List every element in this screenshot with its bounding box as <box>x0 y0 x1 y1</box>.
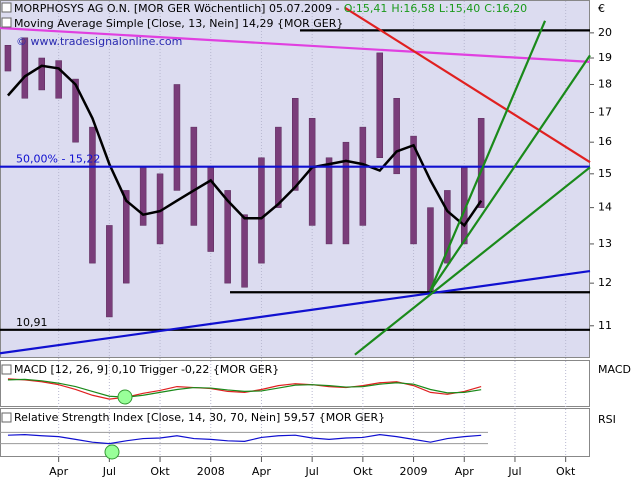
price-bar <box>427 207 434 292</box>
y-tick-label: 19 <box>598 51 612 64</box>
currency: € <box>598 2 605 15</box>
rsi-title: Relative Strength Index [Close, 14, 30, … <box>14 411 385 424</box>
price-bar <box>444 190 451 264</box>
x-tick-label: Jul <box>507 465 521 478</box>
trend-line <box>428 20 547 292</box>
plot-layer: Apr Jul Okt 2008 Apr Jul Okt 2009 Apr Jul Okt 11 12 1… <box>0 1 612 478</box>
trend-line <box>0 269 591 355</box>
trend-line <box>429 54 591 293</box>
signal-marker <box>104 444 120 460</box>
x-tick-label: Apr <box>252 465 272 478</box>
x-tick-label: Okt <box>150 465 170 478</box>
y-tick-label: 17 <box>598 105 612 118</box>
price-bar <box>89 126 96 264</box>
indicator-line <box>7 378 482 398</box>
price-bar <box>122 190 130 284</box>
y-tick-label: 12 <box>598 276 612 289</box>
title-text: MORPHOSYS AG O.N. [MOR GER Wöchentlich] … <box>14 2 340 15</box>
x-tick-label: Okt <box>353 465 373 478</box>
moving-average <box>7 64 483 228</box>
price-bar <box>325 157 333 245</box>
icon <box>1 364 12 375</box>
macd-title: MACD [12, 26, 9] 0,10 Trigger -0,22 {MOR… <box>14 363 279 376</box>
trend-line <box>354 166 591 356</box>
indicator-line <box>7 434 482 445</box>
price-bar <box>224 190 231 284</box>
y-tick-label: 14 <box>598 201 612 214</box>
price-bar <box>72 78 79 143</box>
signal-marker <box>117 389 133 405</box>
price-bar <box>359 126 367 226</box>
price-bar <box>4 45 12 72</box>
trend-line <box>0 26 591 63</box>
ma-legend: Moving Average Simple [Close, 13, Nein] … <box>14 17 343 30</box>
y-tick-label: 18 <box>598 77 612 90</box>
chart-title: MORPHOSYS AG O.N. [MOR GER Wöchentlich] … <box>14 2 527 15</box>
icon <box>1 412 12 423</box>
trend-label: 10,91 <box>16 316 48 329</box>
quote-value: H:16,58 <box>391 2 434 15</box>
x-tick-label: Apr <box>49 465 69 478</box>
x-tick-label: Apr <box>455 465 475 478</box>
macd-axis-label: MACD <box>598 363 631 376</box>
price-bar <box>292 98 299 191</box>
price-bar <box>308 118 316 226</box>
quote-value: C:16,20 <box>484 2 527 15</box>
price-bar <box>477 118 485 208</box>
price-bar <box>376 52 384 158</box>
price-bar <box>241 214 248 288</box>
rsi-axis-label: RSI <box>598 413 616 426</box>
price-bar <box>410 135 417 245</box>
price-bar <box>393 98 400 175</box>
price-bar <box>21 37 29 99</box>
y-tick-label: 11 <box>598 319 612 332</box>
quote-value: O:15,41 <box>344 2 388 15</box>
price-bar <box>342 141 350 245</box>
x-tick-label: Jul <box>305 465 319 478</box>
y-tick-label: 13 <box>598 237 612 250</box>
y-tick-label: 15 <box>598 167 612 180</box>
price-bar <box>173 84 181 191</box>
x-tick-label: 2009 <box>400 465 428 478</box>
icon <box>1 17 12 28</box>
trend-label: 50,00% - 15,22 <box>16 153 100 166</box>
quote-value: L:15,40 <box>439 2 480 15</box>
price-bar <box>55 60 62 99</box>
y-tick-label: 20 <box>598 26 612 39</box>
y-tick-label: 16 <box>598 135 612 148</box>
x-tick-label: Okt <box>556 465 576 478</box>
price-bar <box>38 57 45 91</box>
icon <box>1 2 12 13</box>
price-bar <box>258 157 265 264</box>
x-tick-label: Jul <box>102 465 116 478</box>
price-bar <box>139 167 147 226</box>
price-bar <box>190 126 198 226</box>
x-tick-label: 2008 <box>197 465 225 478</box>
trend-line <box>344 6 591 164</box>
price-bar <box>106 225 113 318</box>
copyright: © www.tradesignalonline.com <box>16 35 182 48</box>
